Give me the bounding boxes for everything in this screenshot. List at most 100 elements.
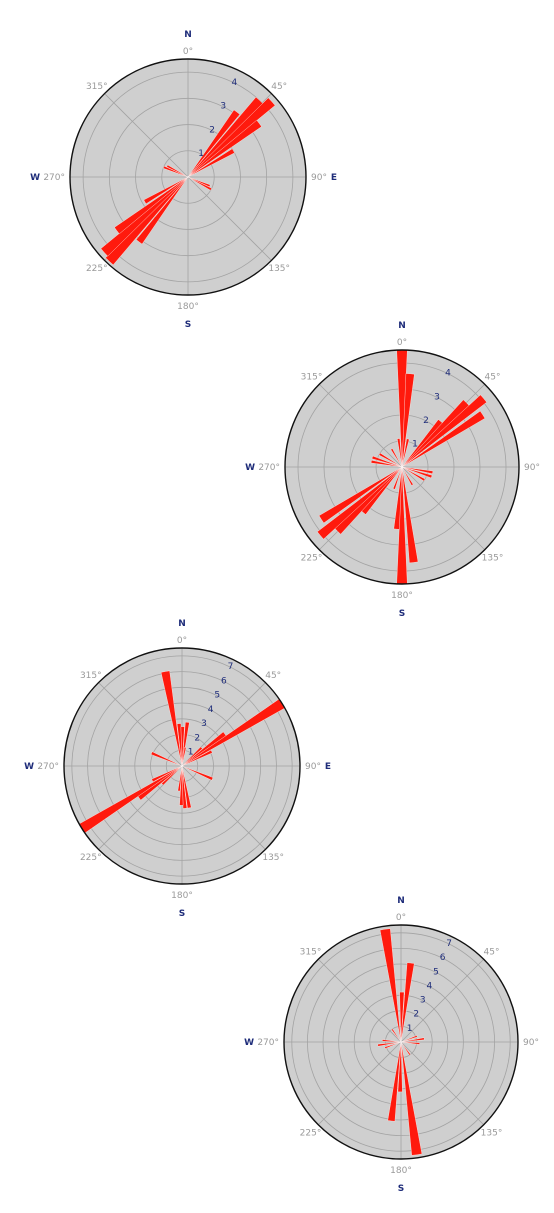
rose-sector — [377, 1041, 402, 1047]
rose-sector — [181, 765, 188, 809]
radial-tick-label: 1 — [412, 439, 418, 449]
rose-sector — [400, 1041, 423, 1156]
grid-spoke — [318, 383, 403, 468]
rose-sector — [105, 176, 189, 266]
cardinal-e: E — [325, 762, 331, 772]
rose-sector — [401, 394, 487, 468]
rose-sector — [180, 726, 185, 767]
radial-tick-label: 6 — [440, 953, 446, 963]
cardinal-w: W — [245, 463, 255, 473]
rose-sector — [161, 765, 183, 786]
radial-tick-label: 4 — [427, 981, 433, 991]
rose-sector — [391, 1028, 402, 1043]
angle-label: 45° — [265, 671, 281, 681]
rose-sector — [317, 466, 403, 540]
rose-sector — [151, 765, 183, 783]
rose-sector — [401, 466, 419, 564]
radial-tick-label: 2 — [413, 1010, 419, 1020]
radial-tick-label: 3 — [201, 719, 207, 729]
rose-sector — [187, 176, 212, 191]
cardinal-s: S — [179, 909, 185, 919]
rose-sector — [401, 466, 414, 486]
angle-label: 90° — [524, 463, 540, 473]
rose-sector — [143, 176, 189, 205]
cardinal-n: N — [178, 619, 186, 629]
angle-label: 270° — [37, 762, 59, 772]
plot-border — [283, 924, 519, 1160]
angle-label: 180° — [171, 891, 193, 901]
angle-label: 270° — [257, 1038, 279, 1048]
angle-label: 135° — [481, 1129, 503, 1139]
radial-tick-label: 3 — [420, 996, 426, 1006]
grid-spoke — [401, 466, 486, 551]
rose-sector — [371, 455, 403, 468]
radial-tick-label: 5 — [214, 691, 220, 701]
radial-tick-label: 4 — [445, 369, 451, 379]
rose-sector — [114, 176, 189, 235]
rose-sector — [163, 165, 189, 178]
angle-label: 135° — [482, 554, 504, 564]
grid-spoke — [317, 958, 402, 1043]
rose-sector — [181, 765, 214, 781]
rose-sector — [150, 751, 183, 767]
rose-sector — [401, 438, 410, 468]
angle-label: 225° — [301, 554, 323, 564]
radial-tick-label: 2 — [209, 125, 215, 135]
rose-sector — [176, 723, 183, 767]
radial-tick-label: 2 — [423, 416, 429, 426]
radial-tick-label: 2 — [194, 733, 200, 743]
rose-chart-2: 1 2 3 4 0° 45° 90° 135° 180° 225° 270° 315° N S W — [245, 321, 540, 619]
rose-sector — [318, 466, 403, 524]
angle-label: 225° — [300, 1129, 322, 1139]
rose-sector — [181, 746, 203, 767]
radial-tick-label: 4 — [208, 705, 214, 715]
angle-label: 90° — [305, 762, 321, 772]
rose-sector — [400, 1041, 420, 1045]
cardinal-n: N — [397, 896, 405, 906]
rose-sector — [187, 148, 235, 178]
angle-label: 0° — [397, 338, 407, 348]
rose-sector — [401, 466, 434, 475]
rose-sector — [387, 1041, 402, 1122]
plot-border — [284, 349, 520, 585]
angle-label: 180° — [390, 1166, 412, 1176]
angle-label: 180° — [391, 591, 413, 601]
rose-sector — [393, 466, 403, 530]
radial-tick-label: 3 — [434, 392, 440, 402]
cardinal-s: S — [185, 320, 191, 330]
rose-sector — [390, 448, 403, 468]
grid-spoke — [187, 176, 272, 261]
rose-sector — [401, 466, 433, 479]
angle-label: 180° — [177, 302, 199, 312]
grid-spoke — [400, 958, 485, 1043]
angle-label: 135° — [268, 264, 290, 274]
rose-sector — [401, 466, 426, 482]
cardinal-w: W — [30, 173, 40, 183]
cardinal-s: S — [398, 1184, 404, 1194]
radial-tick-label: 1 — [188, 748, 194, 758]
rose-sector — [400, 1037, 425, 1043]
rose-sector — [177, 765, 183, 792]
rose-sector — [370, 459, 403, 468]
angle-label: 135° — [262, 853, 284, 863]
radial-tick-label: 5 — [433, 967, 439, 977]
angle-label: 270° — [43, 173, 65, 183]
rose-sector — [400, 1035, 418, 1043]
angle-label: 0° — [177, 636, 187, 646]
rose-sector — [401, 410, 486, 468]
rose-sector — [397, 1041, 403, 1093]
rose-sector — [100, 176, 189, 257]
rose-sector — [135, 176, 189, 245]
rose-sector — [181, 765, 192, 809]
rose-sector — [382, 1039, 402, 1043]
rose-sector — [187, 97, 276, 178]
cardinal-n: N — [184, 30, 192, 40]
radial-tick-label: 1 — [407, 1024, 413, 1034]
angle-label: 315° — [301, 372, 323, 382]
rose-sector — [379, 928, 402, 1043]
angle-label: 45° — [485, 372, 501, 382]
rose-sector — [187, 109, 241, 178]
